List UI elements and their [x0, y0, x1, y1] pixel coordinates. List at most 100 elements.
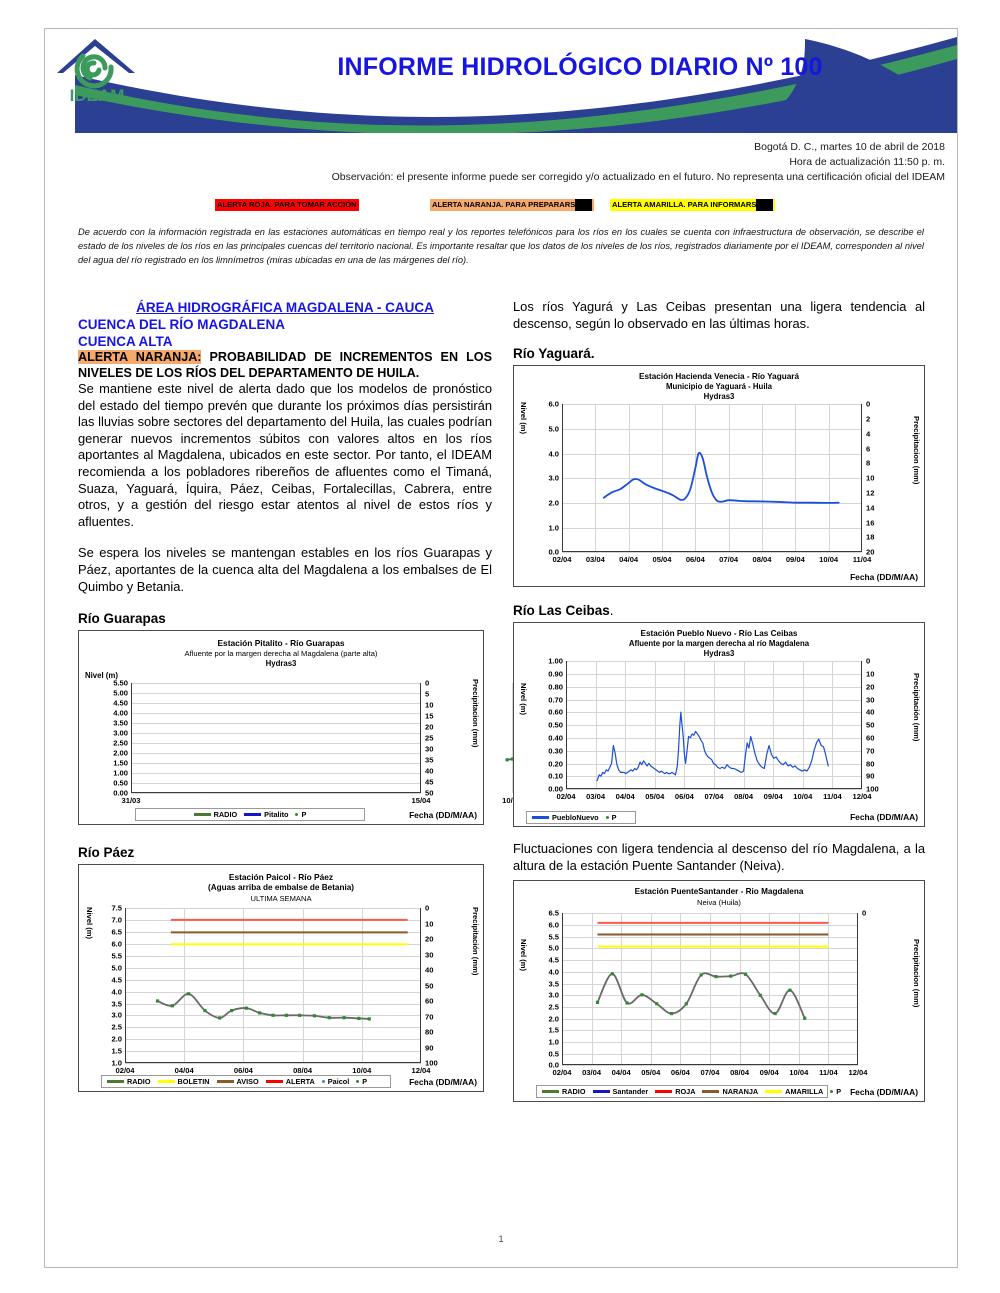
axis-line — [861, 404, 862, 553]
x-tick-label: 07/04 — [704, 792, 724, 802]
right-paragraph-2: Fluctuaciones con ligera tendencia al de… — [513, 841, 925, 873]
gridline-v — [184, 908, 186, 1064]
chart-series-layer — [596, 711, 829, 782]
axis-line — [562, 1064, 858, 1066]
legend-swatch — [157, 1080, 175, 1084]
series-line — [596, 711, 829, 782]
y-tick-label: 2.00 — [113, 748, 128, 758]
y2-tick-label: 4 — [866, 429, 871, 439]
legend-swatch — [244, 813, 262, 817]
y-tick-label: 5.5 — [548, 932, 559, 942]
y2-tick-label: 0 — [866, 656, 871, 666]
legend-label: BOLETIN — [177, 1077, 210, 1087]
y-tick-label: 6.5 — [548, 908, 559, 918]
gridline-h — [131, 743, 421, 745]
y2-tick-label: 40 — [425, 965, 434, 975]
chart-yaguara-subtitle: Municipio de Yaguará - Huila — [665, 382, 772, 392]
alert-chip-amarilla-label: ALERTA AMARILLA. PARA INFORMARS — [612, 200, 757, 209]
legend-label: Pitalito — [264, 810, 289, 820]
x-tick-label: 06/04 — [670, 1068, 690, 1078]
x-tick-label: 11/04 — [823, 792, 842, 802]
y2-tick-label: 30 — [866, 695, 875, 705]
legend-swatch — [216, 1080, 234, 1084]
x-tick-label: 05/04 — [652, 555, 672, 565]
x-tick-label: 11/04 — [852, 555, 872, 565]
gridline-h — [562, 502, 862, 504]
legend-label: P — [301, 810, 307, 820]
y2-tick-label: 12 — [866, 488, 875, 498]
gridline-v — [798, 913, 800, 1066]
chart-guarapas-legend: RADIO Pitalito P — [135, 808, 365, 822]
x-tick-label: 02/04 — [552, 1068, 572, 1078]
y-tick-label: 5.0 — [111, 963, 122, 973]
chart-santander-ylabel-right: Precipitacion (mm) — [912, 939, 921, 1008]
chart-santander-legend: RADIO Santander ROJA NARANJA AMARILLA P — [536, 1085, 841, 1099]
series-marker — [203, 1009, 207, 1013]
y-tick-label: 3.0 — [111, 1010, 122, 1020]
series-marker — [595, 1001, 600, 1005]
x-tick-label: 08/04 — [293, 1066, 313, 1076]
gridline-v — [680, 913, 682, 1066]
y-tick-label: 0.00 — [548, 784, 563, 794]
gridline-h — [131, 763, 421, 765]
series-marker — [342, 1016, 346, 1020]
chart-paez-subtitle2: ULTIMA SEMANA — [250, 894, 312, 904]
series-marker — [669, 1012, 674, 1016]
y2-tick-label: 10 — [425, 919, 434, 929]
y-tick-label: 1.00 — [113, 768, 128, 778]
y-tick-label: 0.5 — [548, 1049, 559, 1059]
y2-tick-label: 30 — [425, 744, 434, 754]
y2-tick-label: 0 — [862, 908, 867, 918]
x-tick-label: 04/04 — [619, 555, 639, 565]
gridline-v — [628, 404, 630, 553]
chart-ceibas-xlabel: Fecha (DD/M/AA) — [850, 812, 918, 823]
y-tick-label: 4.0 — [111, 987, 122, 997]
axis-line — [420, 683, 421, 794]
chart-rio-yaguara: Estación Hacienda Venecia - Río Yaguará … — [513, 365, 925, 588]
series-line — [602, 452, 840, 504]
y2-tick-label: 18 — [866, 532, 875, 542]
x-tick-label: 10/04 — [793, 792, 813, 802]
y2-tick-label: 10 — [425, 700, 434, 710]
x-tick-label: 10/04 — [352, 1066, 372, 1076]
legend-item-santander: Santander — [592, 1087, 648, 1096]
y-tick-label: 5.0 — [548, 424, 559, 434]
gridline-h — [131, 703, 421, 705]
series-marker — [684, 1002, 688, 1006]
alert-statement-rest: PROBABILIDAD DE INCREMENTOS EN LOS NIVEL… — [78, 350, 492, 380]
y-tick-label: 0.80 — [548, 682, 563, 692]
page-title: INFORME HIDROLÓGICO DIARIO Nº 100 — [337, 53, 823, 81]
series-line — [596, 972, 806, 1020]
alert-chip-roja: ALERTA ROJA. PARA TOMAR ACCIÓN — [215, 199, 359, 211]
gridline-h — [562, 527, 862, 529]
gridline-h — [562, 1065, 858, 1067]
gridline-v — [695, 404, 697, 553]
series-marker — [655, 1002, 659, 1006]
y2-tick-label: 40 — [425, 766, 434, 776]
alert-statement: ALERTA NARANJA: PROBABILIDAD DE INCREMEN… — [78, 350, 492, 381]
y2-tick-label: 25 — [425, 733, 434, 743]
x-tick-label: 10/04 — [502, 796, 522, 806]
y-tick-label: 3.0 — [548, 473, 559, 483]
y-tick-label: 1.0 — [111, 1058, 122, 1068]
y2-tick-label: 20 — [425, 934, 434, 944]
axis-line — [131, 792, 421, 794]
series-marker — [258, 1011, 262, 1015]
chart-rio-guarapas: Estación Pitalito - Río Guarapas Afluent… — [78, 630, 635, 826]
x-tick-label: 03/04 — [585, 555, 605, 565]
chart-yaguara-ylabel-right: Precipitacion (mm) — [912, 416, 921, 485]
y2-tick-label: 40 — [866, 707, 875, 717]
y2-tick-label: 5 — [425, 689, 430, 699]
y-tick-label: 0.10 — [548, 771, 563, 781]
gridline-v — [243, 908, 245, 1064]
caption-rio-paez: Río Páez — [78, 845, 135, 861]
series-line — [156, 993, 371, 1020]
y-tick-label: 4.5 — [111, 975, 122, 985]
chart-paez-legend: RADIO BOLETIN AVISO ALERTA Paicol P — [101, 1075, 391, 1089]
alert-legend-row: ALERTA ROJA. PARA TOMAR ACCIÓN ALERTA NA… — [45, 199, 957, 213]
legend-item-roja: ROJA — [655, 1087, 695, 1096]
ideam-logo: IDEAM — [57, 39, 135, 105]
y2-tick-label: 20 — [866, 547, 875, 557]
y-tick-label: 7.5 — [111, 903, 122, 913]
legend-item-alerta: ALERTA — [265, 1077, 315, 1086]
